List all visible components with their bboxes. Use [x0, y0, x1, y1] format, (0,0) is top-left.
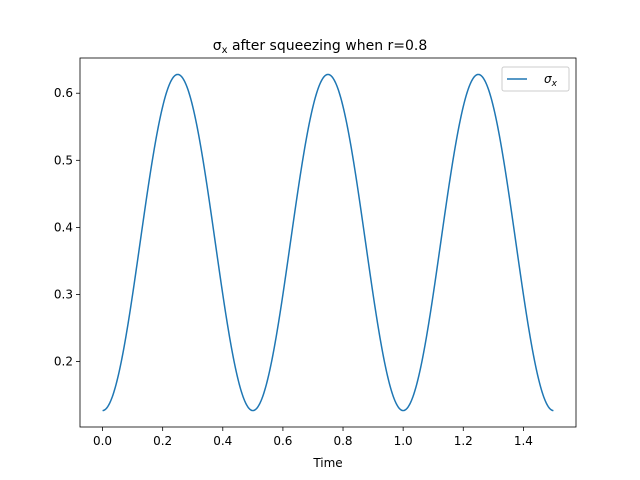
- legend-series-label: σx: [544, 72, 558, 89]
- x-tick-label: 0.6: [273, 434, 292, 448]
- x-tick-label: 1.4: [514, 434, 533, 448]
- y-tick-label: 0.3: [54, 287, 73, 301]
- x-tick-label: 0.2: [153, 434, 172, 448]
- plot-area: [102, 73, 554, 412]
- axes-frame: [79, 57, 577, 428]
- x-tick-label: 1.2: [454, 434, 473, 448]
- y-tick-label: 0.5: [54, 153, 73, 167]
- y-tick-label: 0.4: [54, 220, 73, 234]
- legend-box: [501, 66, 570, 92]
- x-tick-label: 0.8: [333, 434, 352, 448]
- x-tick-label: 0.0: [93, 434, 112, 448]
- x-tick-label: 0.4: [213, 434, 232, 448]
- legend: σx: [501, 66, 570, 92]
- axes: 0.0 0.2 0.4 0.6 0.8 1.0 1.2 1.4 0.2 0.3 0.4 0.5 0.6: [54, 57, 577, 448]
- x-tick-label: 1.0: [394, 434, 413, 448]
- chart-title: σx after squeezing when r=0.8: [213, 38, 428, 56]
- y-tick-label: 0.6: [54, 86, 73, 100]
- series-line-0: [102, 73, 554, 412]
- y-tick-label: 0.2: [54, 355, 73, 369]
- x-axis-label: Time: [312, 456, 342, 470]
